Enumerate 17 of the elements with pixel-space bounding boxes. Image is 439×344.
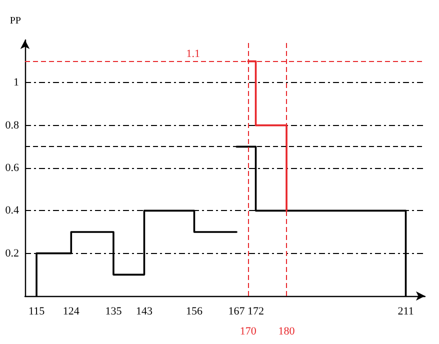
y-tick-label: 1 bbox=[14, 76, 19, 89]
y-tick-label: 0.8 bbox=[5, 119, 20, 132]
ref-line-label: 1.1 bbox=[186, 48, 200, 60]
y-axis-title: PP bbox=[10, 16, 22, 26]
x-tick-label: 115 bbox=[28, 306, 46, 318]
x-tick-label: 211 bbox=[398, 306, 414, 318]
x-tick-label: 156 bbox=[186, 306, 203, 318]
ref-line-label: 180 bbox=[278, 326, 296, 338]
x-tick-label: 172 bbox=[248, 306, 264, 318]
x-tick-label: 143 bbox=[136, 306, 153, 318]
y-tick-label: 0.4 bbox=[5, 204, 20, 217]
x-tick-label: 167 bbox=[228, 306, 246, 318]
ref-line-label: 170 bbox=[240, 326, 257, 338]
x-tick-label: 135 bbox=[105, 306, 122, 318]
y-tick-label: 0.2 bbox=[5, 247, 19, 260]
y-tick-label: 0.6 bbox=[5, 162, 20, 174]
x-tick-label: 124 bbox=[62, 306, 80, 318]
